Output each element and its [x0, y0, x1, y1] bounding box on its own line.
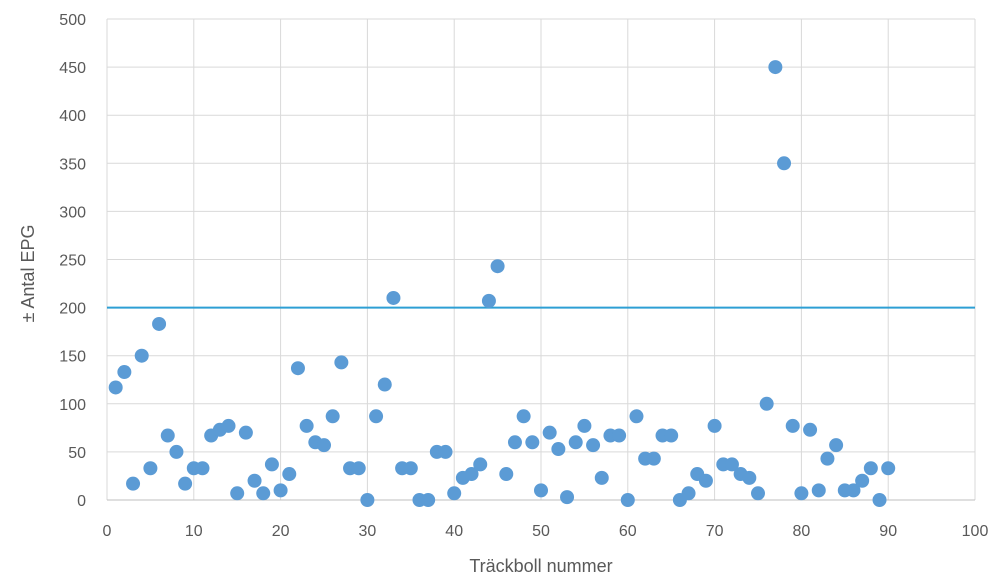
x-tick-label: 30: [359, 523, 377, 540]
data-point: [109, 380, 123, 394]
data-point: [577, 419, 591, 433]
data-point: [169, 445, 183, 459]
data-point: [178, 477, 192, 491]
data-point: [881, 461, 895, 475]
data-point: [517, 409, 531, 423]
data-point: [195, 461, 209, 475]
data-point: [855, 474, 869, 488]
data-point: [473, 457, 487, 471]
data-point: [386, 291, 400, 305]
data-point: [222, 419, 236, 433]
data-point: [135, 349, 149, 363]
data-point: [812, 483, 826, 497]
data-point: [829, 438, 843, 452]
data-point: [447, 486, 461, 500]
x-tick-label: 80: [793, 523, 811, 540]
data-point: [126, 477, 140, 491]
x-tick-label: 0: [103, 523, 112, 540]
x-tick-label: 50: [532, 523, 550, 540]
data-point: [117, 365, 131, 379]
data-point: [152, 317, 166, 331]
data-point: [864, 461, 878, 475]
data-point: [760, 397, 774, 411]
data-point: [161, 429, 175, 443]
data-point: [647, 452, 661, 466]
data-point: [291, 361, 305, 375]
data-point: [360, 493, 374, 507]
data-point: [525, 435, 539, 449]
data-points: [109, 60, 896, 507]
data-point: [499, 467, 513, 481]
data-point: [482, 294, 496, 308]
data-point: [439, 445, 453, 459]
data-point: [873, 493, 887, 507]
data-point: [239, 426, 253, 440]
data-point: [508, 435, 522, 449]
x-tick-label: 40: [445, 523, 463, 540]
data-point: [143, 461, 157, 475]
data-point: [404, 461, 418, 475]
y-tick-label: 100: [59, 397, 86, 414]
y-tick-label: 350: [59, 156, 86, 173]
data-point: [742, 471, 756, 485]
data-point: [317, 438, 331, 452]
data-point: [543, 426, 557, 440]
x-axis-title: Träckboll nummer: [469, 556, 612, 576]
data-point: [803, 423, 817, 437]
data-point: [534, 483, 548, 497]
data-point: [569, 435, 583, 449]
data-point: [586, 438, 600, 452]
data-point: [369, 409, 383, 423]
y-tick-labels: 0 50 100 150 200 250 300 350 400 450 500: [59, 12, 86, 510]
x-tick-label: 10: [185, 523, 203, 540]
data-point: [256, 486, 270, 500]
data-point: [352, 461, 366, 475]
data-point: [794, 486, 808, 500]
x-tick-label: 60: [619, 523, 637, 540]
data-point: [265, 457, 279, 471]
y-axis-title: ± Antal EPG: [18, 225, 38, 323]
x-tick-label: 20: [272, 523, 290, 540]
data-point: [786, 419, 800, 433]
data-point: [621, 493, 635, 507]
y-tick-label: 450: [59, 60, 86, 77]
data-point: [274, 483, 288, 497]
y-tick-label: 200: [59, 301, 86, 318]
data-point: [334, 355, 348, 369]
data-point: [491, 259, 505, 273]
y-tick-label: 150: [59, 349, 86, 366]
grid-lines: [107, 19, 975, 500]
data-point: [300, 419, 314, 433]
data-point: [777, 156, 791, 170]
y-tick-label: 50: [68, 445, 86, 462]
data-point: [560, 490, 574, 504]
y-tick-label: 500: [59, 12, 86, 29]
data-point: [421, 493, 435, 507]
data-point: [326, 409, 340, 423]
y-tick-label: 300: [59, 204, 86, 221]
data-point: [751, 486, 765, 500]
data-point: [230, 486, 244, 500]
x-tick-label: 90: [879, 523, 897, 540]
data-point: [708, 419, 722, 433]
data-point: [595, 471, 609, 485]
x-tick-labels: 0 10 20 30 40 50 60 70 80 90 100: [103, 523, 989, 540]
data-point: [248, 474, 262, 488]
data-point: [664, 429, 678, 443]
data-point: [768, 60, 782, 74]
data-point: [629, 409, 643, 423]
y-tick-label: 0: [77, 493, 86, 510]
data-point: [612, 429, 626, 443]
data-point: [282, 467, 296, 481]
y-tick-label: 250: [59, 253, 86, 270]
y-tick-label: 400: [59, 108, 86, 125]
data-point: [378, 378, 392, 392]
data-point: [699, 474, 713, 488]
data-point: [682, 486, 696, 500]
data-point: [551, 442, 565, 456]
data-point: [820, 452, 834, 466]
x-tick-label: 100: [962, 523, 989, 540]
x-tick-label: 70: [706, 523, 724, 540]
